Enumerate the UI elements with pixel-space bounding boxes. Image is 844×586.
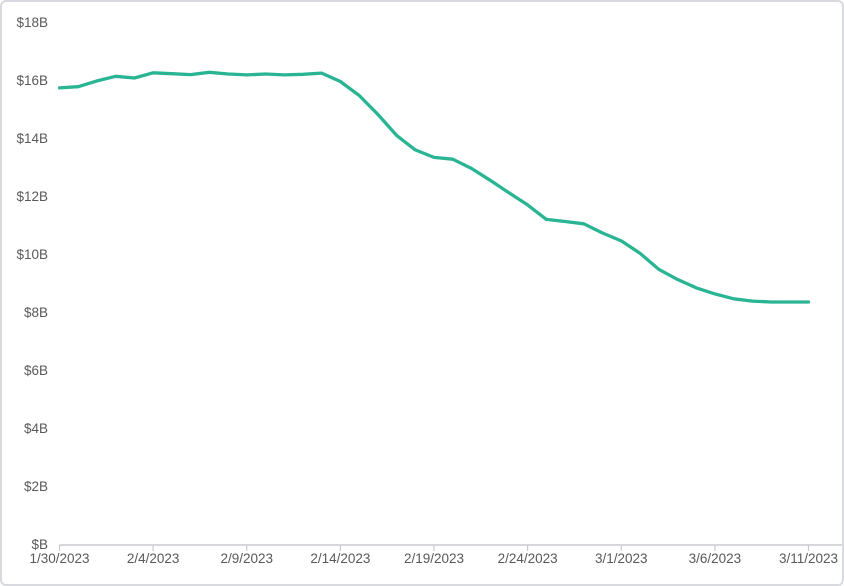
x-axis-label: 2/9/2023 xyxy=(220,551,274,566)
y-axis-label: $10B xyxy=(16,246,48,262)
y-axis-label: $8B xyxy=(23,304,48,320)
x-axis-label: 3/11/2023 xyxy=(778,551,839,566)
y-axis-label: $12B xyxy=(16,188,48,204)
y-axis-label: $B xyxy=(31,536,48,552)
x-axis-label: 2/19/2023 xyxy=(403,551,465,566)
x-axis-label: 2/4/2023 xyxy=(126,551,180,566)
y-axis-label: $2B xyxy=(23,478,48,494)
y-axis-label: $18B xyxy=(16,15,48,30)
x-axis-label: 3/1/2023 xyxy=(594,551,648,566)
x-axis-label: 1/30/2023 xyxy=(29,551,90,566)
y-axis-label: $6B xyxy=(23,362,48,378)
y-axis-label: $14B xyxy=(16,130,48,146)
y-axis-label: $4B xyxy=(23,420,48,436)
y-axis-label: $16B xyxy=(16,72,48,88)
line-series xyxy=(57,70,811,304)
x-axis-label: 2/24/2023 xyxy=(497,551,558,566)
x-axis-label: 3/6/2023 xyxy=(688,551,742,566)
x-axis-label: 2/14/2023 xyxy=(310,551,371,566)
